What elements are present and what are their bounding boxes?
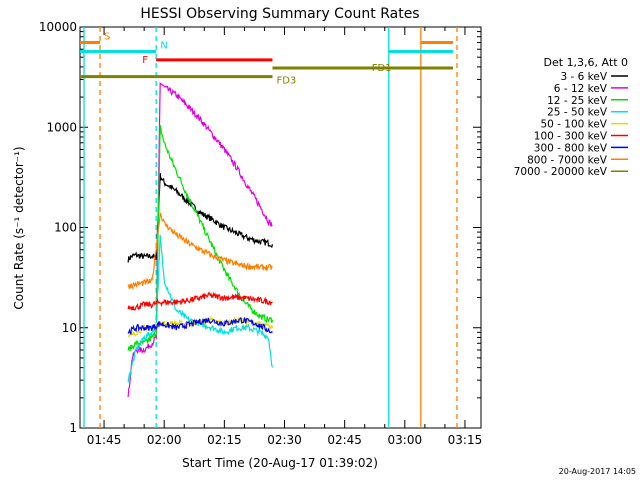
chart-title: HESSI Observing Summary Count Rates (140, 6, 419, 22)
x-axis-label: Start Time (20-Aug-17 01:39:02) (182, 456, 378, 470)
series-line-100-300-kev (127, 291, 273, 311)
x-tick-label: 02:15 (207, 433, 242, 447)
y-tick-label: 1 (69, 421, 77, 435)
y-axis-label: Count Rate (s⁻¹ detector⁻¹) (12, 146, 26, 309)
series-line-6-12-kev (127, 82, 273, 398)
x-tick-label: 02:00 (147, 433, 182, 447)
legend-label-6-12-kev: 6 - 12 keV (554, 83, 608, 95)
flag-label-n: N (160, 40, 167, 51)
x-tick-label: 01:45 (87, 433, 122, 447)
flag-label-s: S (104, 32, 110, 43)
legend-label-300-800-kev: 300 - 800 keV (534, 142, 608, 154)
series-line-3-6-kev (127, 173, 274, 263)
y-tick-label: 1000 (46, 120, 77, 134)
y-tick-label: 100 (54, 221, 77, 235)
legend-label-12-25-kev: 12 - 25 keV (547, 95, 608, 107)
timestamp: 20-Aug-2017 14:05 (559, 467, 636, 476)
flag-label-f: F (142, 55, 148, 66)
x-tick-label: 03:00 (388, 433, 423, 447)
flag-label-fd3: FD3 (276, 76, 296, 87)
series-line-12-25-kev (127, 124, 274, 352)
legend-label-7000-20000-kev: 7000 - 20000 keV (514, 166, 608, 178)
y-tick-label: 10 (62, 321, 77, 335)
legend-label-800-7000-kev: 800 - 7000 keV (527, 154, 608, 166)
plot-layer: 1 10 100 1000 10000 01:45 02:00 02:15 02:30 02:45… (39, 20, 482, 447)
flag-label-fd1: FD1 (372, 63, 392, 74)
x-tick-label: 02:30 (267, 433, 302, 447)
legend-title: Det 1,3,6, Att 0 (544, 56, 628, 69)
y-tick-label: 10000 (39, 20, 77, 34)
series-line-300-800-kev (127, 316, 273, 336)
legend-label-25-50-kev: 25 - 50 keV (547, 107, 608, 119)
series-line-800-7000-kev (127, 212, 273, 291)
legend-label-50-100-kev: 50 - 100 keV (540, 119, 607, 131)
legend-label-100-300-kev: 100 - 300 keV (534, 131, 608, 143)
x-tick-label: 02:45 (327, 433, 362, 447)
x-tick-label: 03:15 (448, 433, 483, 447)
legend-label-3-6-kev: 3 - 6 keV (560, 71, 607, 83)
